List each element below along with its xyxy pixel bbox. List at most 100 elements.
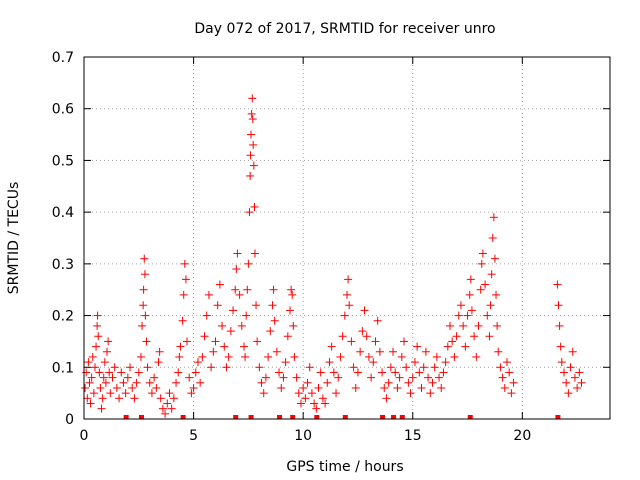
data-point	[474, 321, 483, 330]
data-point	[93, 311, 102, 320]
data-point	[441, 358, 450, 367]
data-point	[87, 373, 96, 382]
data-point	[270, 316, 279, 325]
data-point	[259, 389, 268, 398]
data-point	[428, 378, 437, 387]
data-point	[253, 337, 262, 346]
data-point	[84, 358, 93, 367]
data-point	[406, 389, 415, 398]
data-point	[415, 368, 424, 377]
data-point	[566, 363, 575, 372]
data-point	[554, 301, 563, 310]
data-point	[269, 285, 278, 294]
data-point	[553, 280, 562, 289]
data-point	[327, 342, 336, 351]
data-point	[283, 332, 292, 341]
data-point	[494, 347, 503, 356]
data-point	[222, 363, 231, 372]
data-point	[232, 265, 241, 274]
data-point	[443, 342, 452, 351]
data-point	[289, 321, 298, 330]
data-point	[169, 394, 178, 403]
data-point	[126, 363, 135, 372]
data-point	[89, 389, 98, 398]
data-point	[94, 332, 103, 341]
data-point	[117, 368, 126, 377]
data-point	[371, 337, 380, 346]
data-point	[356, 347, 365, 356]
data-point	[138, 321, 147, 330]
data-point	[142, 337, 151, 346]
data-point	[202, 311, 211, 320]
data-point	[577, 378, 586, 387]
data-point	[432, 352, 441, 361]
data-point	[559, 368, 568, 377]
data-point	[362, 332, 371, 341]
data-point	[147, 389, 156, 398]
data-point	[505, 368, 514, 377]
data-point	[301, 394, 310, 403]
data-point	[272, 347, 281, 356]
data-point	[264, 352, 273, 361]
data-point	[349, 363, 358, 372]
data-point	[373, 316, 382, 325]
data-point	[152, 383, 161, 392]
data-point	[384, 378, 393, 387]
data-point	[248, 115, 257, 124]
data-point	[247, 130, 256, 139]
data-point	[233, 249, 242, 258]
data-point	[467, 306, 476, 315]
zero-marker	[391, 415, 397, 419]
data-point	[338, 332, 347, 341]
data-point	[555, 321, 564, 330]
data-point	[353, 368, 362, 377]
zero-marker	[342, 415, 348, 419]
data-point	[104, 337, 113, 346]
data-point	[172, 378, 181, 387]
zero-marker	[467, 415, 473, 419]
y-tick-label: 0.3	[52, 257, 74, 273]
data-point	[380, 383, 389, 392]
data-point	[229, 306, 238, 315]
data-point	[155, 347, 164, 356]
data-point	[343, 290, 351, 299]
data-point	[399, 337, 408, 346]
data-point	[167, 404, 176, 413]
data-point	[404, 378, 413, 387]
y-tick-label: 0.7	[52, 50, 74, 66]
data-point	[421, 347, 430, 356]
data-point	[200, 332, 209, 341]
data-point	[492, 290, 501, 299]
data-point	[139, 301, 148, 310]
data-point	[193, 358, 202, 367]
y-tick-label: 0.5	[52, 153, 74, 169]
data-point	[241, 352, 250, 361]
zero-marker	[180, 415, 186, 419]
data-point	[97, 404, 106, 413]
data-point	[250, 249, 259, 258]
zero-marker	[277, 415, 283, 419]
data-point	[417, 383, 426, 392]
data-point	[105, 368, 114, 377]
data-point	[99, 373, 108, 382]
data-point	[181, 275, 190, 284]
data-point	[395, 373, 404, 382]
zero-marker	[399, 415, 405, 419]
data-point	[247, 109, 256, 118]
data-point	[329, 368, 338, 377]
data-point	[303, 378, 312, 387]
data-point	[130, 394, 139, 403]
data-point	[312, 404, 321, 413]
data-point	[391, 368, 400, 377]
data-point	[465, 290, 474, 299]
data-point	[96, 383, 105, 392]
data-point	[175, 352, 184, 361]
data-point	[209, 347, 218, 356]
data-point	[235, 290, 244, 299]
data-point	[215, 280, 224, 289]
data-point	[179, 290, 188, 299]
data-point	[250, 202, 259, 211]
data-point	[189, 383, 198, 392]
data-point	[454, 311, 463, 320]
data-point	[408, 373, 417, 382]
